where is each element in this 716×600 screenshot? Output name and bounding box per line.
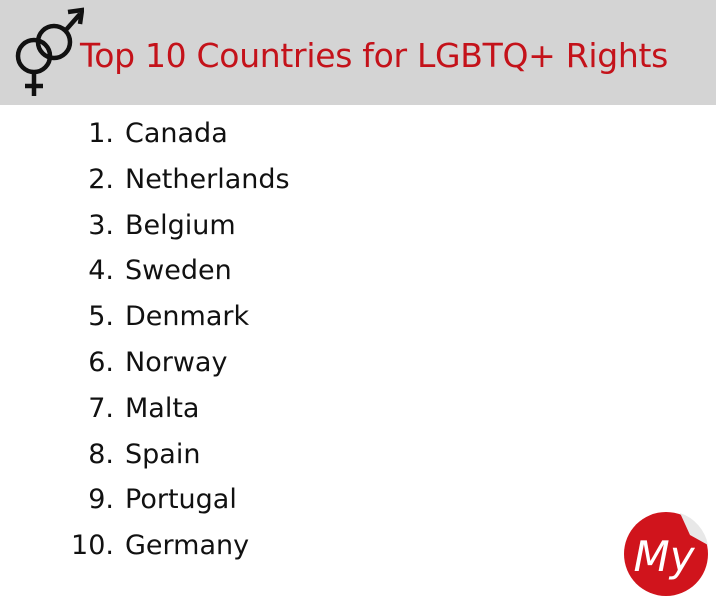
item-number: 4. — [88, 255, 114, 287]
country-name: Denmark — [125, 301, 250, 333]
country-name: Sweden — [125, 255, 232, 287]
title: Top 10 Countries for LGBTQ+ Rights — [80, 36, 669, 75]
country-name: Malta — [125, 392, 200, 424]
country-name: Germany — [125, 530, 250, 562]
item-number: 6. — [88, 347, 114, 378]
gender-icon — [15, 7, 84, 96]
country-name: Spain — [125, 438, 201, 470]
country-name: Norway — [125, 347, 228, 378]
item-number: 5. — [88, 301, 114, 333]
country-name: Portugal — [125, 484, 237, 516]
item-number: 3. — [88, 209, 114, 241]
item-number: 7. — [88, 392, 114, 424]
item-number: 2. — [88, 163, 114, 195]
item-number: 9. — [88, 484, 114, 516]
item-number: 1. — [88, 118, 114, 149]
country-name: Netherlands — [125, 163, 290, 195]
header: Top 10 Countries for LGBTQ+ Rights — [0, 0, 716, 105]
item-number: 8. — [88, 438, 114, 470]
item-number: 10. — [71, 530, 114, 562]
logo: My — [624, 512, 708, 596]
country-name: Belgium — [125, 209, 236, 241]
logo-text: My — [633, 532, 695, 581]
country-name: Canada — [125, 118, 228, 149]
